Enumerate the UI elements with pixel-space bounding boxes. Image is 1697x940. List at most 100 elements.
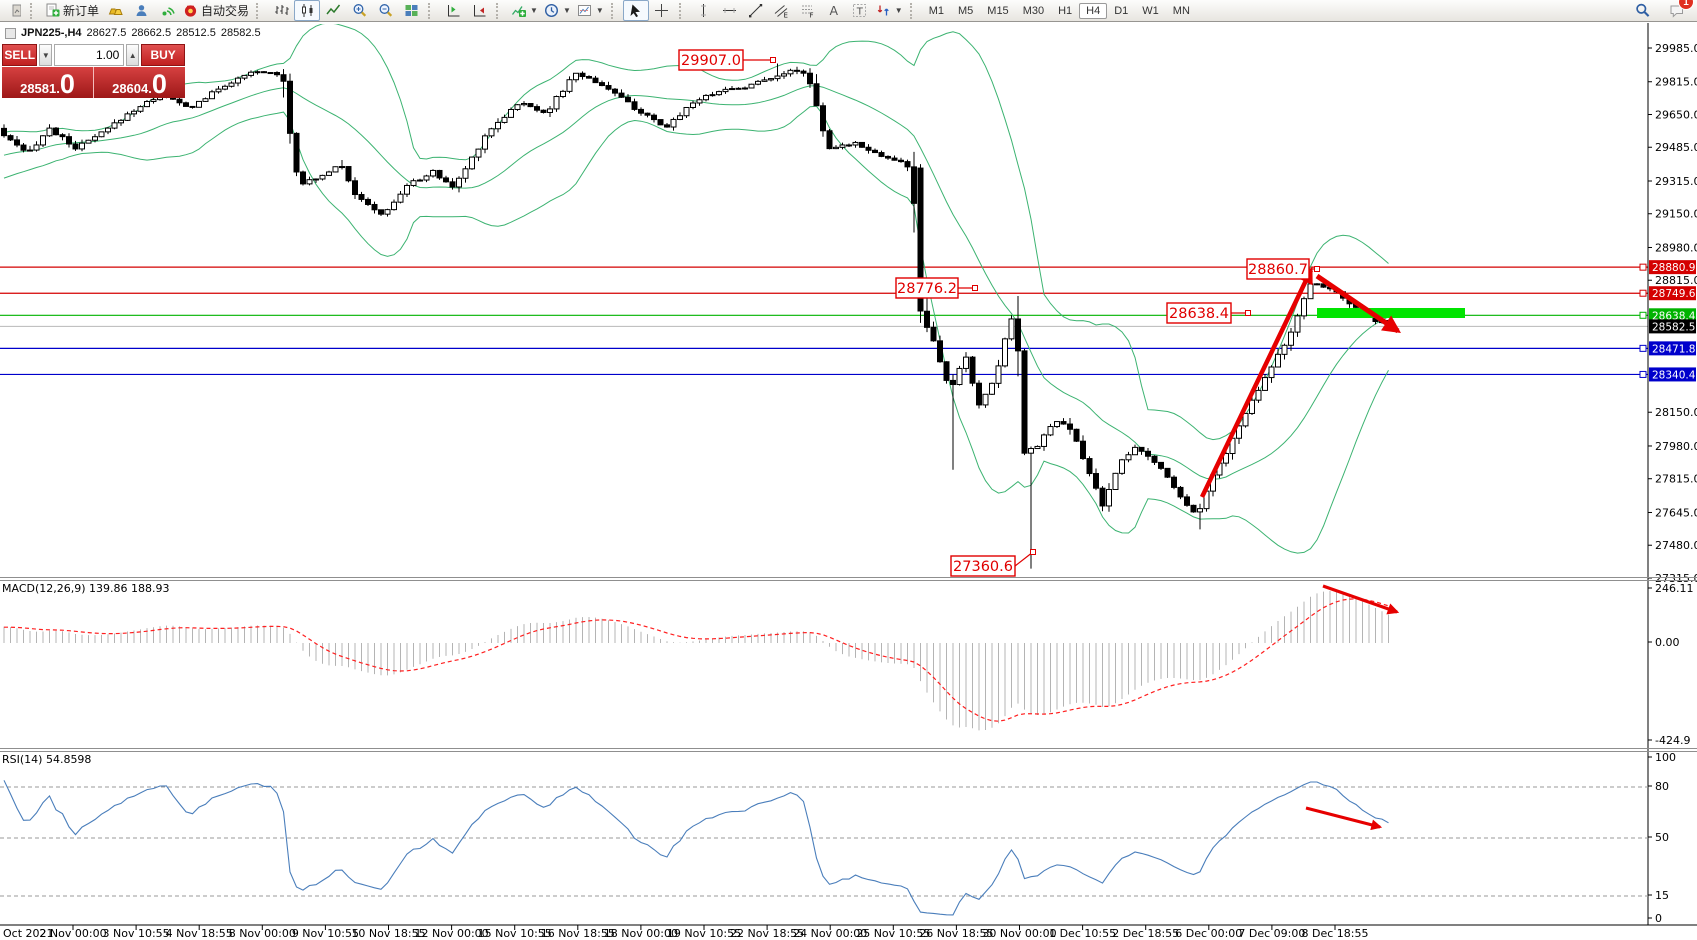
svg-text:28776.2: 28776.2 [897, 281, 957, 297]
zoom-out-icon[interactable] [372, 0, 398, 21]
periods-button-dropdown-icon[interactable]: ▼ [562, 6, 571, 15]
auto-scroll-icon[interactable] [466, 0, 492, 21]
timeframe-m1-button[interactable]: M1 [928, 4, 944, 17]
buy-price[interactable]: 28604. 0 [94, 67, 185, 98]
svg-text:28860.7: 28860.7 [1248, 262, 1308, 278]
new-order-button[interactable]: 新订单 [42, 0, 102, 21]
template-button[interactable]: ▼ [574, 0, 607, 21]
price-callout[interactable]: 28638.4 [1166, 302, 1251, 324]
price-tick-label: 28980.0 [1655, 241, 1697, 254]
vertical-line-tool-icon[interactable] [691, 0, 717, 21]
svg-text:A: A [830, 3, 839, 18]
search-button[interactable] [1629, 0, 1655, 21]
volume-increase-button[interactable]: ▲ [126, 44, 140, 66]
price-callout[interactable]: 28860.7 [1246, 258, 1320, 280]
macd-indicator-label: MACD(12,26,9) 139.86 188.93 [2, 582, 170, 595]
bollinger-middle-band [3, 85, 1389, 480]
new-order-button-label: 新订单 [63, 4, 100, 18]
price-callout[interactable]: 27360.6 [950, 549, 1036, 577]
trendline-tool-icon[interactable] [743, 0, 769, 21]
price-callout[interactable]: 29907.0 [678, 49, 776, 71]
notifications-button[interactable]: 1 [1663, 0, 1694, 21]
timeframe-m30-button[interactable]: M30 [1022, 4, 1045, 17]
price-tick-label: 27315.0 [1655, 572, 1697, 585]
macd-down-arrow[interactable] [1322, 584, 1400, 615]
add-indicator-button-dropdown-icon[interactable]: ▼ [530, 6, 538, 15]
vertical-line-tool-icon [701, 4, 707, 17]
green-zone-annotation[interactable] [1317, 308, 1465, 318]
gold-icon[interactable] [102, 0, 128, 21]
template-button-dropdown-icon[interactable]: ▼ [595, 6, 604, 15]
timeframe-m15-button[interactable]: M15 [987, 4, 1009, 17]
add-indicator-button[interactable]: ▼ [508, 0, 541, 21]
charts-icon[interactable] [0, 0, 26, 21]
sell-button[interactable]: SELL [2, 44, 38, 66]
rsi-down-arrow[interactable] [1305, 806, 1383, 831]
up-trend-arrow[interactable] [1199, 267, 1314, 498]
text-tool-icon[interactable]: A [821, 0, 847, 21]
time-tick-label: 16 Nov 18:55 [541, 927, 615, 940]
rsi-tick-label: 15 [1655, 889, 1669, 902]
crosshair-tool-icon[interactable] [649, 0, 675, 21]
rsi-indicator-label: RSI(14) 54.8598 [2, 753, 91, 766]
text-label-tool-icon[interactable]: T [847, 0, 873, 21]
arrows-tool-icon[interactable]: ▼ [873, 0, 906, 21]
timeframe-w1-button[interactable]: W1 [1142, 4, 1159, 17]
fibonacci-tool-icon[interactable]: F [795, 0, 821, 21]
notification-badge: 1 [1678, 0, 1694, 10]
toolbar-separator [428, 2, 437, 19]
signals-icon[interactable] [154, 0, 180, 21]
time-tick-label: 9 Nov 10:55 [292, 927, 359, 940]
candlestick-chart-icon [301, 4, 313, 17]
timeframe-h4-button[interactable]: H4 [1079, 2, 1108, 19]
equidistant-channel-tool-icon[interactable]: E [769, 0, 795, 21]
accounts-icon[interactable] [128, 0, 154, 21]
periods-button[interactable]: ▼ [541, 0, 574, 21]
zoom-in-icon[interactable] [346, 0, 372, 21]
toolbar-separator [610, 2, 620, 19]
price-callout[interactable]: 28776.2 [895, 277, 978, 299]
price-tick-label: 27645.0 [1655, 506, 1697, 519]
periods-button [544, 3, 558, 18]
line-chart-icon [325, 4, 340, 15]
tile-windows-icon[interactable] [398, 0, 424, 21]
time-tick-label: 8 Nov 00:00 [229, 927, 296, 940]
volume-input[interactable] [54, 44, 125, 66]
auto-trading-button[interactable]: 自动交易 [180, 0, 252, 21]
down-trend-arrow[interactable] [1315, 273, 1401, 334]
time-tick-label: Oct 2021 [3, 927, 54, 940]
volume-decrease-button[interactable]: ▼ [39, 44, 53, 66]
timeframe-d1-button[interactable]: D1 [1114, 4, 1129, 17]
time-tick-label: 18 Nov 00:00 [604, 927, 678, 940]
cursor-tool-icon[interactable] [622, 0, 649, 21]
macd-tick-label: -424.9 [1655, 734, 1690, 747]
rsi-tick-label: 100 [1655, 751, 1676, 764]
price-level-label: 28880.9 [1652, 262, 1695, 274]
buy-button[interactable]: BUY [141, 44, 186, 66]
timeframe-m5-button[interactable]: M5 [958, 4, 974, 17]
timeframe-h1-button[interactable]: H1 [1058, 4, 1073, 17]
horizontal-line-tool-icon[interactable] [717, 0, 743, 21]
time-tick-label: 2 Nov 00:00 [39, 927, 106, 940]
candlestick-chart-icon[interactable] [294, 0, 321, 21]
macd-tick-label: 0.00 [1655, 636, 1680, 649]
arrows-tool-icon-dropdown-icon[interactable]: ▼ [894, 6, 903, 15]
toolbar-separator [496, 2, 505, 19]
time-tick-label: 3 Nov 10:55 [103, 927, 170, 940]
ohlc-close: 28582.5 [220, 27, 261, 39]
trade-prices-row: 28581. 0 28604. 0 [2, 67, 185, 98]
svg-text:28638.4: 28638.4 [1169, 306, 1229, 322]
sell-price[interactable]: 28581. 0 [2, 67, 93, 98]
equidistant-channel-tool-icon: E [774, 5, 788, 18]
timeframe-mn-button[interactable]: MN [1172, 4, 1190, 17]
bar-chart-icon[interactable] [268, 0, 294, 21]
trade-controls-row: SELL ▼ ▲ BUY [2, 44, 186, 66]
rsi-panel[interactable] [3, 780, 1389, 916]
toolbar-separator [909, 2, 919, 19]
chart-shift-icon[interactable] [440, 0, 466, 21]
macd-panel[interactable] [3, 591, 1389, 731]
zoom-out-icon [379, 4, 392, 17]
line-chart-icon[interactable] [320, 0, 346, 21]
time-tick-label: 19 Nov 10:55 [667, 927, 741, 940]
